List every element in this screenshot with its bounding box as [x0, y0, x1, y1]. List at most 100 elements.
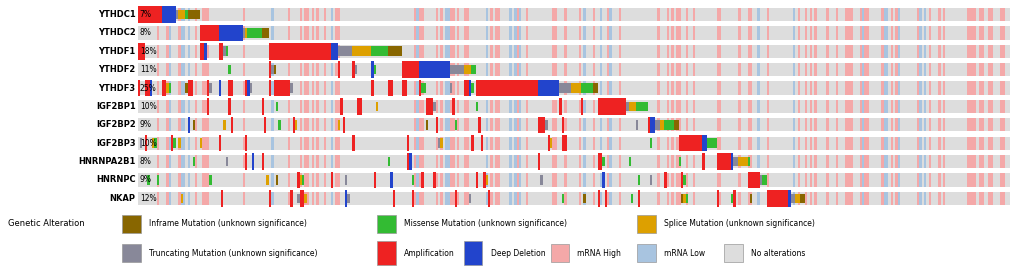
Bar [292, 118, 294, 131]
Bar [985, 155, 987, 168]
Bar [416, 136, 419, 150]
Bar [447, 45, 449, 58]
Bar [252, 100, 254, 113]
Bar [171, 136, 173, 150]
Bar [561, 155, 564, 168]
Bar [390, 80, 392, 96]
Bar [747, 192, 749, 205]
Bar [966, 155, 968, 168]
Bar [957, 100, 959, 113]
Bar [547, 26, 549, 40]
Bar [216, 192, 218, 205]
Bar [344, 155, 347, 168]
Bar [907, 192, 909, 205]
Bar [435, 61, 437, 78]
Bar [497, 80, 499, 96]
Bar [616, 100, 619, 113]
Bar [530, 155, 533, 168]
Bar [150, 100, 152, 113]
Bar [761, 8, 763, 21]
Bar [373, 136, 376, 150]
Bar [952, 8, 954, 21]
Bar [257, 155, 259, 168]
Bar [842, 81, 845, 95]
Bar [606, 98, 609, 115]
Bar [387, 192, 390, 205]
Bar [556, 173, 558, 186]
Bar [578, 8, 581, 21]
Bar [392, 45, 394, 58]
Bar [480, 63, 483, 76]
Bar [904, 136, 907, 150]
Bar [635, 155, 638, 168]
Bar [943, 173, 945, 186]
Bar [947, 155, 950, 168]
Bar [247, 118, 250, 131]
Bar [401, 80, 405, 96]
Bar [1004, 136, 1007, 150]
Bar [298, 100, 300, 113]
Bar [140, 136, 143, 150]
Bar [347, 26, 350, 40]
Bar [852, 26, 854, 40]
Bar [688, 26, 690, 40]
Bar [506, 118, 508, 131]
Bar [544, 81, 547, 95]
Bar [788, 100, 790, 113]
Bar [961, 100, 964, 113]
Bar [551, 26, 554, 40]
Bar [333, 100, 335, 113]
Bar [830, 45, 833, 58]
Bar [504, 8, 506, 21]
Bar [833, 173, 835, 186]
Bar [749, 26, 752, 40]
Bar [978, 173, 980, 186]
Text: HNRNPA2B1: HNRNPA2B1 [78, 157, 136, 166]
Bar [138, 45, 140, 58]
Bar [740, 26, 742, 40]
Bar [347, 63, 350, 76]
Bar [635, 102, 638, 111]
Bar [638, 190, 640, 207]
Bar [485, 80, 487, 96]
Bar [485, 8, 487, 21]
Bar [540, 81, 542, 95]
Bar [785, 81, 788, 95]
Bar [1002, 136, 1004, 150]
Bar [499, 63, 501, 76]
Bar [704, 118, 706, 131]
Bar [421, 173, 423, 186]
Bar [813, 63, 816, 76]
Bar [592, 63, 595, 76]
Bar [937, 118, 940, 131]
Bar [551, 80, 554, 96]
Bar [178, 136, 180, 150]
Bar [514, 173, 516, 186]
Bar [811, 192, 813, 205]
Bar [454, 81, 457, 95]
Bar [314, 100, 316, 113]
Bar [347, 45, 350, 58]
Bar [207, 81, 209, 95]
Bar [647, 8, 649, 21]
Bar [390, 192, 392, 205]
Bar [626, 192, 628, 205]
Bar [173, 138, 175, 148]
Bar [485, 81, 487, 95]
Bar [973, 8, 975, 21]
Bar [882, 26, 886, 40]
Bar [476, 80, 478, 96]
Bar [770, 26, 773, 40]
Bar [437, 192, 440, 205]
Bar [302, 175, 305, 185]
Bar [871, 192, 873, 205]
Bar [561, 81, 564, 95]
Bar [421, 8, 423, 21]
Bar [978, 45, 980, 58]
Bar [735, 100, 738, 113]
Bar [621, 98, 624, 115]
Bar [840, 8, 842, 21]
Bar [357, 63, 359, 76]
Bar [419, 81, 421, 95]
Bar [237, 173, 239, 186]
